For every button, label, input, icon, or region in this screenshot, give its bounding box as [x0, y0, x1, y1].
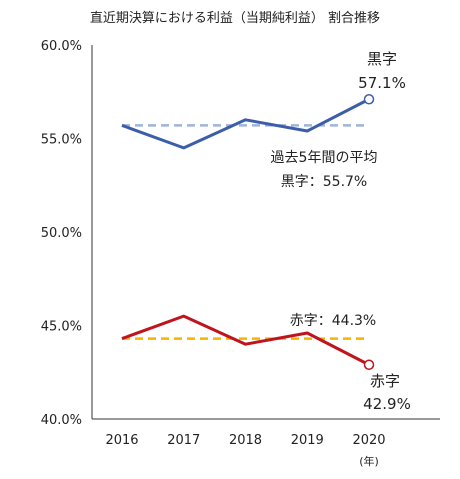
- x-tick-label: 2017: [167, 433, 200, 448]
- chart-axes: [91, 45, 440, 420]
- series-line: [121, 97, 370, 150]
- chart-annotations: 黒字 57.1% 過去5年間の平均 黒字：55.7% 赤字：44.3% 赤字 4…: [271, 50, 411, 413]
- series-end-marker: [363, 93, 375, 105]
- y-axis-ticks: 40.0% 45.0% 50.0% 55.0% 60.0%: [41, 39, 82, 428]
- x-tick-label: 2018: [229, 433, 262, 448]
- red-end-value-label: 42.9%: [363, 395, 411, 413]
- y-tick-label: 55.0%: [41, 133, 82, 148]
- average-black-label: 黒字：55.7%: [281, 174, 367, 190]
- series-line: [121, 314, 370, 367]
- series-lines: [121, 93, 375, 371]
- average-red-label: 赤字：44.3%: [290, 313, 376, 329]
- average-title-label: 過去5年間の平均: [271, 150, 378, 166]
- black-end-value-label: 57.1%: [358, 74, 406, 92]
- series-end-marker: [363, 359, 375, 371]
- x-tick-label: 2019: [291, 433, 324, 448]
- y-tick-label: 40.0%: [41, 413, 82, 428]
- y-tick-label: 60.0%: [41, 39, 82, 54]
- red-end-name-label: 赤字: [370, 372, 400, 390]
- x-tick-label: 2016: [105, 433, 138, 448]
- x-axis-unit-label: (年): [359, 454, 379, 468]
- y-tick-label: 50.0%: [41, 226, 82, 241]
- chart-title: 直近期決算における利益（当期純利益） 割合推移: [90, 10, 380, 26]
- black-end-name-label: 黒字: [367, 50, 397, 68]
- y-tick-label: 45.0%: [41, 320, 82, 335]
- x-axis-ticks: 2016 2017 2018 2019 2020: [105, 433, 385, 448]
- average-lines: [122, 124, 367, 340]
- x-tick-label: 2020: [352, 433, 385, 448]
